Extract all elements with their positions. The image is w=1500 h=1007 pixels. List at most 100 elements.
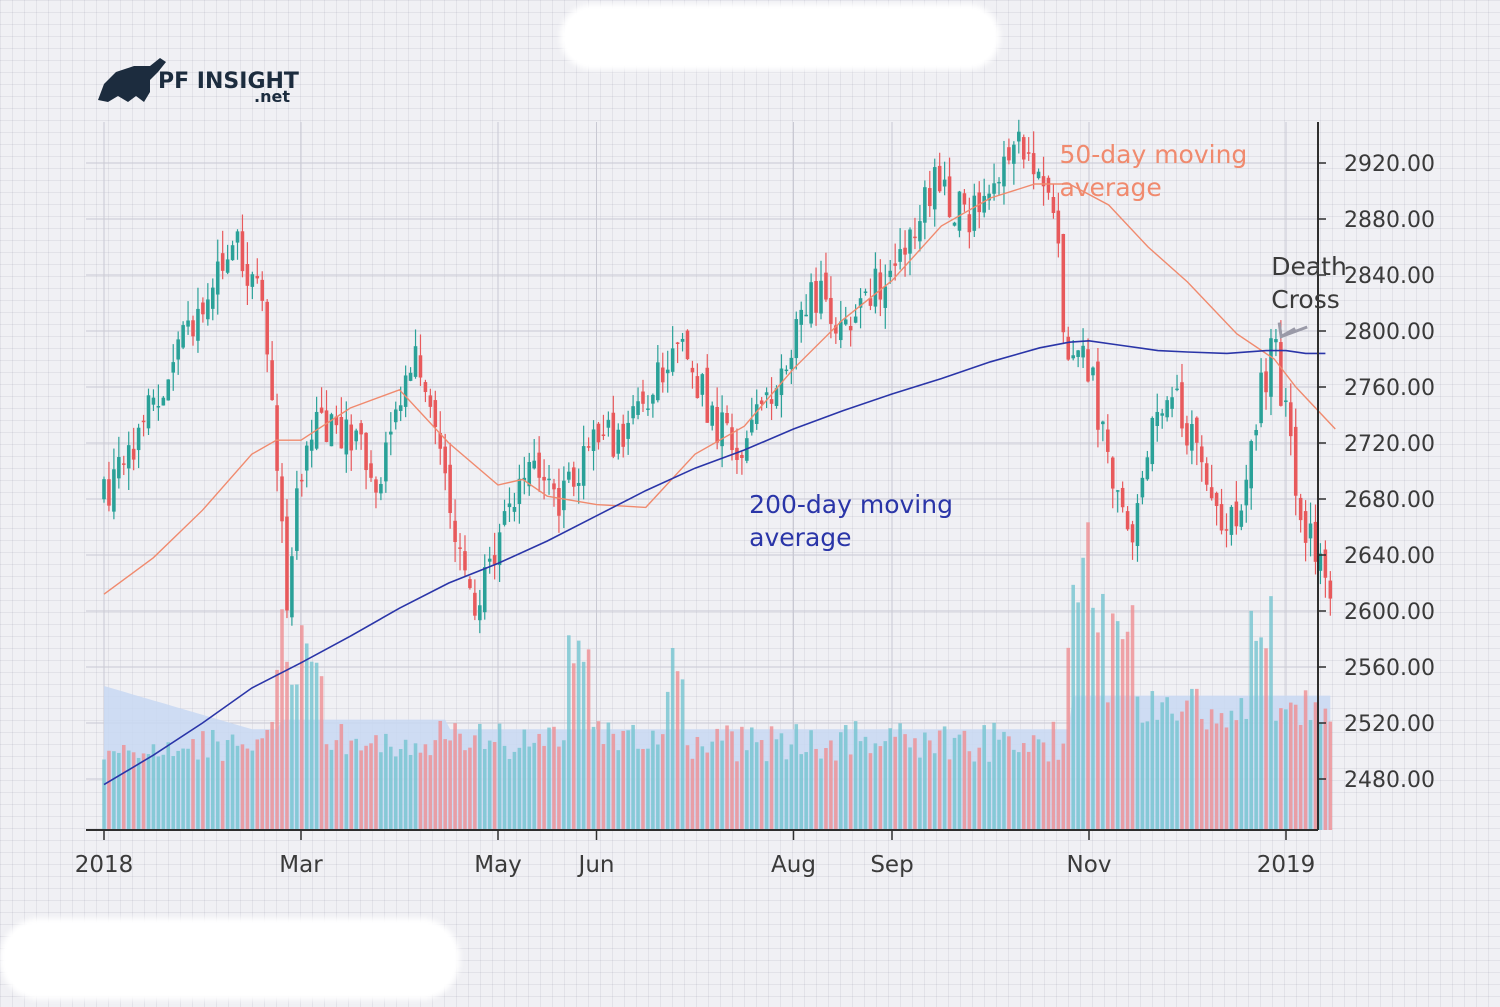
candle <box>799 302 803 343</box>
candle <box>379 477 383 500</box>
candle <box>1274 329 1278 356</box>
volume-bar <box>399 749 403 830</box>
y-tick-label: 2480.00 <box>1344 768 1435 793</box>
candle <box>453 499 457 562</box>
volume-bar <box>1047 761 1051 830</box>
candle <box>458 533 462 570</box>
candle <box>1329 571 1333 616</box>
y-tick-label: 2680.00 <box>1344 488 1435 513</box>
candle <box>953 222 957 227</box>
candle-body <box>152 398 156 405</box>
volume-bar <box>340 724 344 830</box>
candle-body <box>265 302 269 355</box>
candle <box>557 469 561 533</box>
volume-bar <box>997 740 1001 830</box>
candle-body <box>171 362 175 372</box>
volume-bar <box>1057 760 1061 830</box>
candle-body <box>597 424 601 443</box>
candle-body <box>424 382 428 392</box>
candle-body <box>715 407 719 443</box>
volume-bar <box>1042 742 1046 830</box>
candle-body <box>1289 402 1293 436</box>
volume-bar <box>1160 702 1164 830</box>
volume-bar <box>191 739 195 830</box>
candle-body <box>448 465 452 513</box>
volume-bar <box>681 679 685 830</box>
volume-bar <box>1259 637 1263 830</box>
candle-body <box>483 567 487 612</box>
volume-bar <box>478 724 482 830</box>
candle <box>1160 409 1164 429</box>
candle-body <box>602 434 606 436</box>
candle <box>1151 416 1155 471</box>
candle <box>1230 505 1234 546</box>
candle-body <box>582 446 586 486</box>
candle <box>176 332 180 375</box>
candle <box>157 384 161 420</box>
volume-bar <box>612 734 616 830</box>
candle <box>503 500 507 527</box>
candle <box>725 405 729 425</box>
volume-bar <box>122 745 126 830</box>
candle-body <box>612 413 616 457</box>
volume-bar <box>1324 709 1328 830</box>
candle <box>864 289 868 296</box>
candle <box>1299 494 1303 533</box>
candle <box>473 579 477 620</box>
candle-body <box>1220 504 1224 530</box>
volume-bar <box>874 743 878 830</box>
volume-bar <box>349 741 353 830</box>
candle <box>260 271 264 311</box>
volume-bar <box>790 744 794 830</box>
candle <box>369 450 373 482</box>
candle <box>913 218 917 249</box>
candle-body <box>112 469 116 511</box>
candle-body <box>1032 153 1036 174</box>
candle-body <box>389 432 393 435</box>
volume-bar <box>1126 632 1130 830</box>
candle <box>359 420 363 450</box>
candle <box>1324 540 1328 597</box>
volume-bar <box>1264 648 1268 830</box>
volume-bar <box>468 748 472 830</box>
candle-body <box>903 248 907 255</box>
candle-body <box>992 183 996 193</box>
volume-bar <box>1106 702 1110 830</box>
candle <box>1165 396 1169 421</box>
volume-bar <box>819 759 823 830</box>
candle-body <box>513 507 517 512</box>
volume-bar <box>404 740 408 830</box>
candle <box>315 397 319 450</box>
candle <box>226 245 230 274</box>
candle <box>171 344 175 391</box>
pf-insight-logo: PF INSIGHT .net <box>98 58 299 106</box>
candle-body <box>117 457 121 478</box>
candle <box>869 279 873 311</box>
candle-body <box>181 325 185 348</box>
volume-bar <box>676 671 680 830</box>
candle-body <box>785 370 789 372</box>
candle-body <box>888 271 892 277</box>
volume-bar <box>1175 721 1179 830</box>
volume-bar <box>1329 722 1333 830</box>
candle-body <box>305 446 309 471</box>
volume-bar <box>992 723 996 830</box>
candle <box>1146 451 1150 481</box>
candle-body <box>201 302 205 314</box>
volume-bar <box>1081 558 1085 830</box>
candle-body <box>458 547 462 549</box>
candle <box>780 354 784 417</box>
volume-bar <box>1185 701 1189 830</box>
volume-bar <box>542 746 546 830</box>
volume-bar <box>1240 698 1244 830</box>
bull-logo-icon <box>98 58 166 102</box>
candle <box>1185 416 1189 455</box>
candle-body <box>854 317 858 323</box>
volume-bar <box>750 727 754 830</box>
candle <box>602 415 606 440</box>
candle <box>834 317 838 344</box>
volume-bar <box>1066 648 1070 830</box>
volume-bar <box>503 746 507 830</box>
candle <box>982 179 986 218</box>
candle-body <box>162 398 166 406</box>
